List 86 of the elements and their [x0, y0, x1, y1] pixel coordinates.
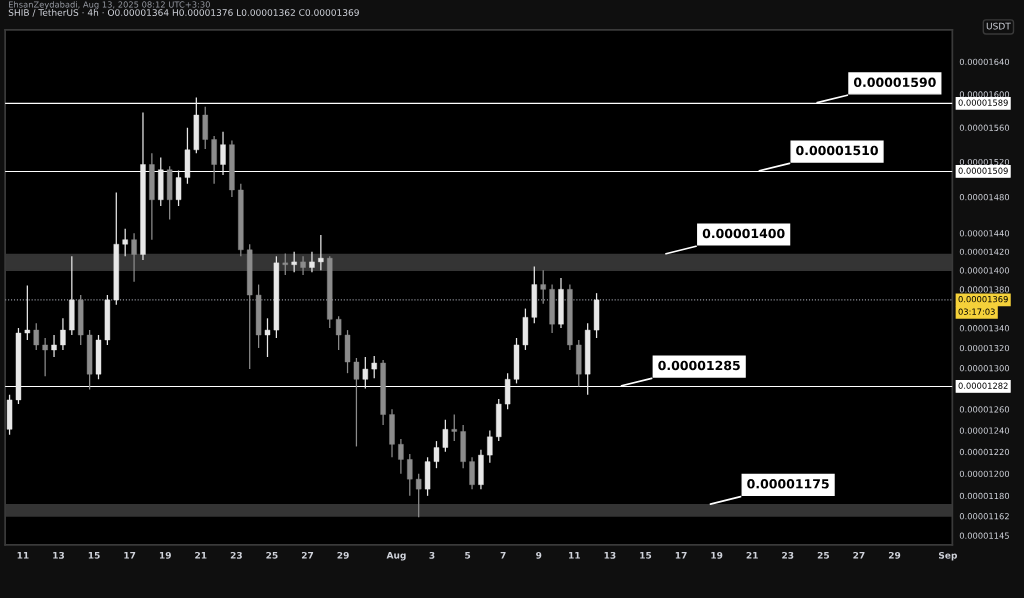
- x-tick-label: 7: [500, 552, 506, 559]
- candlestick: [131, 232, 137, 283]
- candlestick: [282, 252, 288, 276]
- candlestick: [451, 413, 457, 442]
- y-tick-label: 0.00001600: [959, 91, 1010, 98]
- y-tick-label: 0.00001220: [959, 448, 1010, 456]
- ref-line-label: 0.00001369: [958, 296, 1008, 303]
- candlestick: [487, 429, 493, 464]
- text: EhsanZeydabadi, Aug 13, 2025 08:12 UTC+3:30: [9, 1, 210, 10]
- y-tick-label: 0.00001260: [959, 406, 1010, 413]
- x-tick-label: 23: [782, 551, 794, 559]
- y-tick-label: 0.00001145: [959, 532, 1009, 539]
- x-tick-label: 11: [17, 552, 29, 559]
- candlestick: [291, 251, 297, 273]
- ref-line-label: 0.00001509: [958, 167, 1008, 174]
- x-tick-label: 29: [888, 551, 901, 559]
- annotation: 0.00001510: [796, 145, 878, 156]
- y-tick-label: 0.00001200: [959, 470, 1010, 477]
- x-tick-label: 13: [604, 551, 616, 559]
- candlestick: [371, 355, 377, 379]
- x-tick-label: 3: [429, 551, 435, 559]
- annotation: 0.00001590: [853, 77, 936, 88]
- y-tick-label: 0.00001180: [959, 492, 1010, 500]
- x-tick-label: Sep: [938, 551, 958, 561]
- candlestick: [362, 356, 369, 390]
- x-tick-label: 13: [53, 551, 65, 559]
- candlestick: [335, 315, 342, 351]
- y-tick-label: 0.00001162: [959, 513, 1009, 520]
- candlestick: [540, 269, 546, 305]
- y-tick-label: 0.00001520: [959, 158, 1010, 166]
- candlestick: [469, 456, 475, 490]
- x-tick-label: 17: [675, 552, 687, 559]
- x-tick-label: 27: [301, 551, 314, 559]
- candlestick: [415, 473, 422, 518]
- x-tick-label: Aug: [386, 551, 406, 561]
- candlestick: [60, 317, 66, 351]
- y-tick-label: 0.00001300: [959, 365, 1010, 372]
- y-tick-label: 0.00001400: [959, 267, 1010, 274]
- x-tick-label: 5: [465, 552, 471, 559]
- y-tick-label: 0.00001420: [959, 248, 1010, 255]
- candlestick: [264, 317, 271, 358]
- x-tick-label: 15: [88, 552, 100, 559]
- x-tick-label: 19: [711, 551, 723, 559]
- y-axis-title: USDT: [986, 22, 1011, 30]
- x-tick-label: 9: [536, 551, 542, 559]
- candlestick: [309, 251, 315, 273]
- x-tick-label: 11: [569, 552, 580, 559]
- y-tick-label: 0.00001480: [959, 194, 1010, 201]
- y-tick-label: 0.00001440: [959, 230, 1010, 237]
- candlestick: [33, 322, 39, 351]
- candlestick: [122, 228, 128, 257]
- y-tick-label: 0.00001640: [959, 58, 1010, 65]
- x-tick-label: 21: [746, 551, 758, 559]
- x-tick-label: 25: [266, 551, 278, 559]
- candlestick: [433, 440, 440, 469]
- chart-title: SHIB / TetherUS · 4h · O0.00001364 H0.00001376 L0.00001362 C0.00001369: [8, 8, 359, 17]
- x-tick-label: 27: [853, 551, 865, 559]
- candlestick: [318, 234, 324, 271]
- candlestick: [175, 169, 182, 207]
- candlestick: [407, 453, 413, 497]
- annotation: 0.00001285: [658, 360, 740, 371]
- band-label: 0.00001175: [747, 479, 829, 489]
- candlestick: [300, 255, 306, 276]
- x-tick-label: 29: [337, 551, 349, 559]
- ref-line-label: 0.00001282: [958, 382, 1008, 389]
- x-tick-label: 17: [124, 552, 136, 559]
- y-tick-label: 0.00001320: [959, 344, 1010, 352]
- candlestick: [24, 284, 31, 341]
- y-tick-label: 0.00001340: [959, 325, 1010, 332]
- candlestick: [398, 438, 404, 475]
- y-tick-label: 0.00001560: [959, 124, 1010, 131]
- candlestick: [442, 419, 449, 453]
- x-tick-label: 23: [230, 551, 242, 559]
- candlestick: [42, 337, 48, 377]
- y-tick-label: 0.00001380: [959, 286, 1010, 293]
- candlestick: [51, 334, 57, 358]
- candlestick: [220, 131, 226, 176]
- x-tick-label: 15: [640, 552, 652, 559]
- y-tick-label: 0.00001240: [959, 427, 1010, 434]
- x-tick-label: 21: [195, 551, 207, 559]
- candlestick: [353, 357, 360, 448]
- ref-line-label: 0.00001589: [958, 99, 1008, 106]
- band-label: 0.00001400: [702, 228, 785, 239]
- x-tick-label: 19: [159, 551, 171, 559]
- text: 03:17:03: [958, 308, 995, 315]
- x-tick-label: 25: [817, 551, 830, 559]
